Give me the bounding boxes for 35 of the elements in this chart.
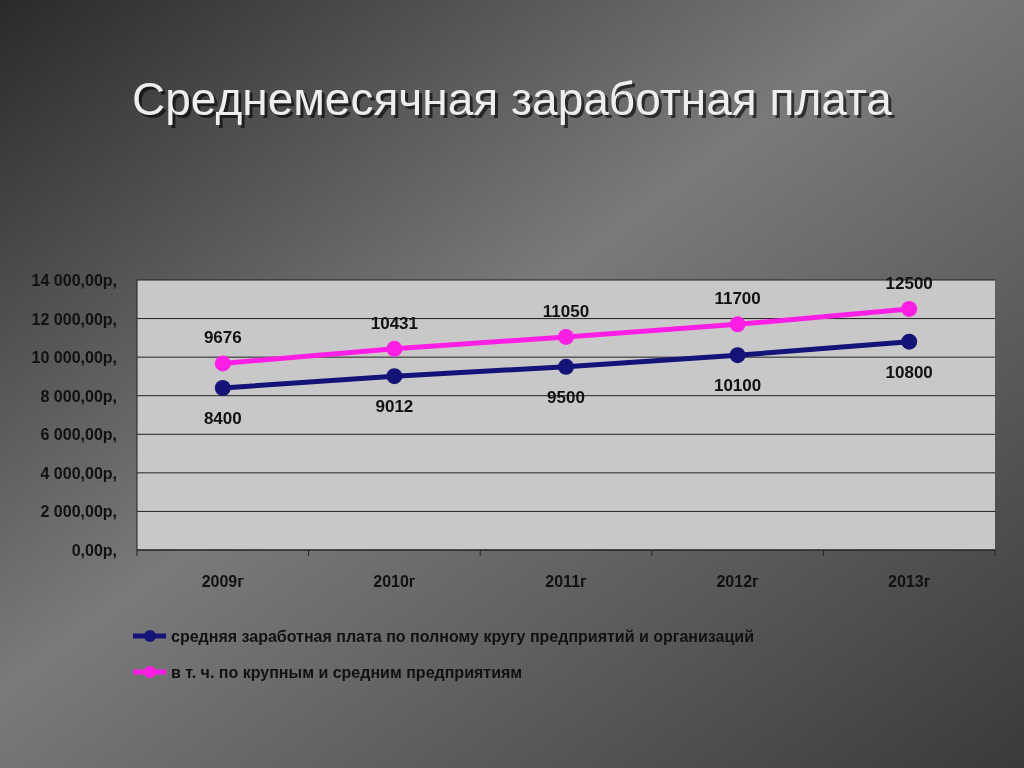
x-tick-label: 2009г bbox=[201, 573, 245, 590]
data-label: 11700 bbox=[714, 289, 761, 309]
y-tick-label: 0,00р, bbox=[71, 542, 117, 559]
legend-label: средняя заработная плата по полному кругу предприятий и организаций bbox=[171, 628, 755, 645]
y-tick-label: 6 000,00р, bbox=[40, 426, 117, 444]
point bbox=[558, 358, 574, 375]
point bbox=[214, 380, 231, 396]
y-tick-label: 10 000,00р, bbox=[31, 349, 117, 367]
point bbox=[386, 368, 403, 385]
point bbox=[386, 340, 403, 357]
data-label: 10800 bbox=[885, 362, 933, 382]
x-tick-label: 2013г bbox=[888, 573, 931, 590]
point bbox=[901, 333, 918, 350]
data-label: 12500 bbox=[885, 273, 933, 293]
y-tick-label: 12 000,00р, bbox=[31, 310, 117, 328]
data-label: 11050 bbox=[542, 301, 590, 321]
data-label: 8400 bbox=[203, 409, 242, 428]
y-tick-label: 4 000,00р, bbox=[40, 464, 117, 482]
y-tick-label: 2 000,00р, bbox=[40, 503, 117, 521]
point bbox=[214, 355, 231, 372]
x-tick-label: 2010г bbox=[373, 573, 416, 590]
y-tick-label: 8 000,00р, bbox=[40, 387, 117, 405]
data-label: 9012 bbox=[375, 397, 414, 417]
chart-title: Среднемесячная заработная плата bbox=[135, 76, 896, 128]
legend-label: в т. ч. по крупным и средним предприятиям bbox=[171, 664, 523, 681]
point bbox=[901, 300, 918, 317]
data-label: 10100 bbox=[713, 376, 762, 396]
x-tick-label: 2011г bbox=[545, 573, 588, 590]
point bbox=[729, 316, 746, 333]
y-tick-label: 14 000,00р, bbox=[31, 272, 117, 289]
data-label: 9676 bbox=[203, 328, 242, 348]
x-tick-label: 2012г bbox=[716, 573, 760, 590]
point bbox=[729, 347, 746, 364]
data-label: 10431 bbox=[370, 313, 419, 333]
point bbox=[558, 328, 574, 345]
